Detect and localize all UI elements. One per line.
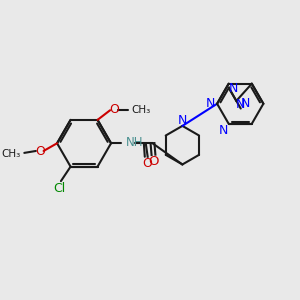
Text: Cl: Cl — [53, 182, 65, 195]
Text: N: N — [236, 98, 245, 111]
Text: N: N — [241, 97, 250, 110]
Text: N: N — [228, 82, 238, 95]
Text: N: N — [178, 114, 187, 127]
Text: NH: NH — [125, 136, 143, 149]
Text: O: O — [142, 157, 152, 170]
Text: CH₃: CH₃ — [1, 149, 20, 159]
Text: CH₃: CH₃ — [131, 105, 151, 115]
Text: O: O — [148, 155, 159, 168]
Text: N: N — [206, 97, 215, 110]
Text: O: O — [109, 103, 119, 116]
Text: O: O — [35, 146, 45, 158]
Text: N: N — [219, 124, 229, 137]
